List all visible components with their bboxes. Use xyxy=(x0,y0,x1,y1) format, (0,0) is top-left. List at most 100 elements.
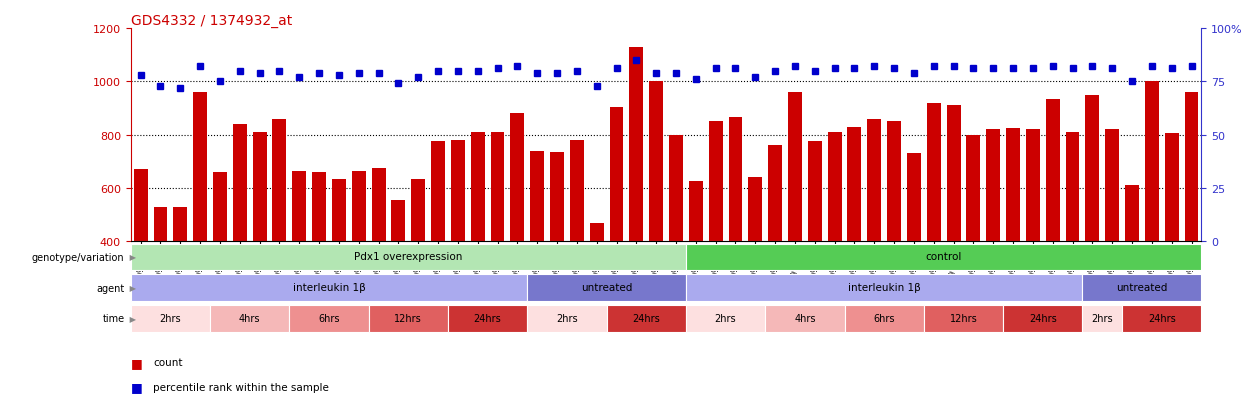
Bar xyxy=(332,179,346,242)
Text: percentile rank within the sample: percentile rank within the sample xyxy=(153,382,329,392)
Text: 24hrs: 24hrs xyxy=(1028,313,1057,323)
Text: time: time xyxy=(102,313,124,323)
Text: ■: ■ xyxy=(131,380,142,394)
Bar xyxy=(510,114,524,242)
Bar xyxy=(924,305,1003,332)
Text: interleukin 1β: interleukin 1β xyxy=(293,282,365,292)
Bar xyxy=(946,106,961,242)
Bar xyxy=(848,127,862,242)
Bar xyxy=(669,135,684,242)
Bar xyxy=(768,146,782,242)
Text: agent: agent xyxy=(96,283,124,293)
Bar xyxy=(431,142,444,242)
Bar xyxy=(708,122,722,242)
Text: genotype/variation: genotype/variation xyxy=(32,252,124,262)
Bar xyxy=(471,133,484,242)
Bar xyxy=(1082,305,1122,332)
Text: ▶: ▶ xyxy=(127,283,136,292)
Bar xyxy=(293,171,306,242)
Text: 24hrs: 24hrs xyxy=(1148,313,1175,323)
Bar xyxy=(352,171,366,242)
Bar xyxy=(153,207,167,242)
Text: 12hrs: 12hrs xyxy=(950,313,977,323)
Bar xyxy=(1046,100,1059,242)
Text: 6hrs: 6hrs xyxy=(319,313,340,323)
Bar xyxy=(289,305,369,332)
Bar xyxy=(986,130,1000,242)
Text: 2hrs: 2hrs xyxy=(557,313,578,323)
Bar xyxy=(828,133,842,242)
Bar xyxy=(686,244,1201,271)
Text: 4hrs: 4hrs xyxy=(794,313,815,323)
Bar xyxy=(570,140,584,242)
Text: interleukin 1β: interleukin 1β xyxy=(848,282,920,292)
Bar xyxy=(131,275,528,301)
Bar xyxy=(550,152,564,242)
Text: Pdx1 overexpression: Pdx1 overexpression xyxy=(354,252,462,262)
Bar xyxy=(590,223,604,242)
Bar xyxy=(372,169,386,242)
Bar xyxy=(1006,128,1020,242)
Bar xyxy=(233,125,247,242)
Bar xyxy=(926,103,941,242)
Bar xyxy=(1086,95,1099,242)
Bar xyxy=(748,178,762,242)
Bar xyxy=(1122,305,1201,332)
Bar xyxy=(391,200,406,242)
Bar xyxy=(273,119,286,242)
Text: 24hrs: 24hrs xyxy=(474,313,502,323)
Bar xyxy=(131,305,210,332)
Bar xyxy=(491,133,504,242)
Bar xyxy=(1184,93,1199,242)
Bar xyxy=(448,305,528,332)
Bar xyxy=(1106,130,1119,242)
Bar xyxy=(630,47,644,242)
Bar xyxy=(610,107,624,242)
Text: 2hrs: 2hrs xyxy=(159,313,182,323)
Bar xyxy=(193,93,207,242)
Text: ▶: ▶ xyxy=(127,253,136,262)
Bar xyxy=(606,305,686,332)
Bar xyxy=(808,142,822,242)
Bar xyxy=(213,173,227,242)
Bar xyxy=(369,305,448,332)
Bar xyxy=(210,305,289,332)
Bar xyxy=(528,275,686,301)
Text: untreated: untreated xyxy=(1117,282,1168,292)
Bar xyxy=(1165,134,1179,242)
Bar xyxy=(1026,130,1040,242)
Text: 6hrs: 6hrs xyxy=(874,313,895,323)
Text: count: count xyxy=(153,357,183,367)
Text: 2hrs: 2hrs xyxy=(1092,313,1113,323)
Bar xyxy=(1003,305,1082,332)
Bar xyxy=(868,119,881,242)
Text: ▶: ▶ xyxy=(127,314,136,323)
Bar xyxy=(1145,82,1159,242)
Bar xyxy=(1066,133,1079,242)
Text: GDS4332 / 1374932_at: GDS4332 / 1374932_at xyxy=(131,14,293,28)
Bar xyxy=(133,170,148,242)
Bar xyxy=(966,135,980,242)
Bar xyxy=(688,182,702,242)
Bar xyxy=(253,133,266,242)
Bar xyxy=(766,305,844,332)
Bar xyxy=(1082,275,1201,301)
Bar xyxy=(788,93,802,242)
Text: 4hrs: 4hrs xyxy=(239,313,260,323)
Bar xyxy=(1125,186,1139,242)
Bar xyxy=(888,122,901,242)
Bar xyxy=(649,82,664,242)
Bar xyxy=(686,305,766,332)
Bar xyxy=(908,154,921,242)
Bar xyxy=(530,151,544,242)
Bar xyxy=(173,207,187,242)
Bar xyxy=(131,244,686,271)
Bar xyxy=(528,305,606,332)
Bar xyxy=(844,305,924,332)
Bar xyxy=(728,118,742,242)
Text: ■: ■ xyxy=(131,356,142,369)
Text: 12hrs: 12hrs xyxy=(395,313,422,323)
Text: 24hrs: 24hrs xyxy=(632,313,660,323)
Bar xyxy=(411,179,426,242)
Bar xyxy=(312,173,326,242)
